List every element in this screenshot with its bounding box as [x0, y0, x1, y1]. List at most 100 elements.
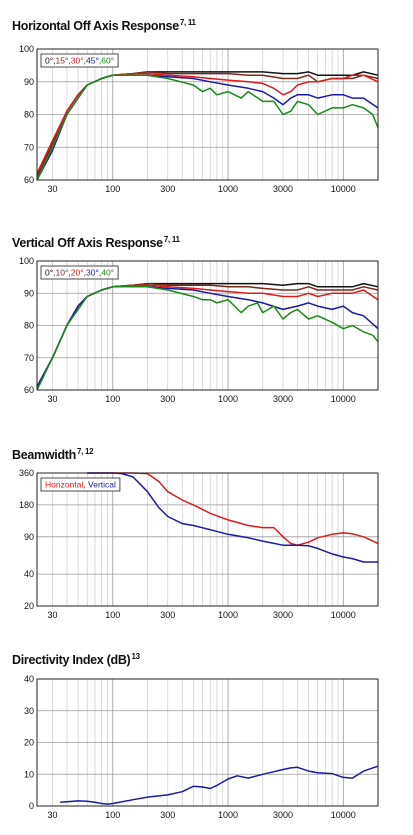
legend-entry: 40° — [101, 268, 114, 278]
legend-separator: , — [68, 56, 70, 66]
directivity-index-chart: 0 10 20 30 40 30 100 300 1000 3000 10000 — [24, 674, 379, 820]
legend-entry: 45° — [86, 56, 99, 66]
x-tick-label: 100 — [105, 184, 120, 194]
y-tick-label: 60 — [24, 175, 34, 185]
plot-frame — [36, 48, 379, 181]
x-tick-label: 3000 — [273, 184, 293, 194]
x-tick-label: 1000 — [218, 810, 238, 820]
chart-title-vertical: Vertical Off Axis Response7, 11 — [12, 235, 180, 250]
y-tick-label: 90 — [24, 288, 34, 298]
x-tick-label: 10000 — [331, 184, 356, 194]
x-tick-label: 30 — [48, 810, 58, 820]
series-line — [36, 71, 379, 178]
x-tick-label: 1000 — [218, 184, 238, 194]
legend-box — [40, 265, 119, 280]
legend-entry: 15° — [56, 56, 69, 66]
y-tick-label: 30 — [24, 706, 34, 716]
legend-separator: , — [53, 268, 55, 278]
x-tick-label: 300 — [160, 810, 175, 820]
legend-entry: Horizontal — [45, 480, 83, 490]
x-tick-label: 3000 — [273, 610, 293, 620]
legend-entry: 60° — [101, 56, 114, 66]
legend-text: 0°,15°,30°,45°,60° — [45, 56, 114, 66]
x-tick-label: 300 — [160, 184, 175, 194]
x-tick-label: 300 — [160, 394, 175, 404]
y-tick-label: 40 — [24, 569, 34, 579]
x-tick-label: 1000 — [218, 394, 238, 404]
legend-entry: 0° — [45, 268, 53, 278]
legend-separator: , — [84, 268, 86, 278]
series-line — [36, 72, 379, 174]
title-superscript: 7, 11 — [179, 18, 196, 27]
plot-frame — [36, 472, 379, 607]
y-tick-label: 20 — [24, 738, 34, 748]
title-text: Beamwidth — [12, 448, 76, 463]
y-tick-label: 70 — [24, 142, 34, 152]
legend: 0°,15°,30°,45°,60° — [40, 53, 119, 68]
y-tick-label: 40 — [24, 674, 34, 684]
y-tick-label: 80 — [24, 321, 34, 331]
x-tick-label: 300 — [160, 610, 175, 620]
chart-title-directivity: Directivity Index (dB)13 — [12, 652, 140, 667]
legend-separator: , — [99, 56, 101, 66]
chart-title-beamwidth: Beamwidth7, 12 — [12, 447, 94, 463]
series-group — [87, 472, 379, 563]
x-tick-label: 10000 — [331, 810, 356, 820]
y-tick-label: 0 — [29, 801, 34, 811]
legend-separator: , — [84, 56, 86, 66]
y-tick-label: 180 — [19, 500, 34, 510]
x-tick-label: 10000 — [331, 394, 356, 404]
series-line — [36, 74, 379, 181]
legend-entry: 30° — [86, 268, 99, 278]
legend-text: Horizontal, Vertical — [45, 480, 116, 490]
title-superscript: 13 — [131, 652, 140, 661]
legend: Horizontal, Vertical — [40, 477, 121, 492]
y-tick-label: 20 — [24, 601, 34, 611]
legend-entry: Vertical — [88, 480, 116, 490]
grid-lines — [37, 261, 378, 390]
x-tick-label: 3000 — [273, 810, 293, 820]
legend-box — [40, 477, 121, 492]
grid-lines — [37, 473, 378, 606]
title-text: Directivity Index (dB) — [12, 653, 131, 668]
title-text: Horizontal Off Axis Response — [12, 19, 179, 34]
legend-entry: 20° — [71, 268, 84, 278]
grid-lines — [37, 49, 378, 180]
series-line — [36, 74, 379, 181]
series-line — [36, 286, 379, 388]
x-tick-label: 1000 — [218, 610, 238, 620]
y-tick-label: 60 — [24, 385, 34, 395]
legend: 0°,10°,20°,30°,40° — [40, 265, 119, 280]
series-line — [60, 765, 379, 805]
series-group — [36, 71, 379, 181]
legend-separator: , — [83, 480, 88, 490]
legend-separator: , — [53, 56, 55, 66]
legend-separator: , — [99, 268, 101, 278]
legend-entry: 10° — [56, 268, 69, 278]
x-tick-label: 10000 — [331, 610, 356, 620]
chart-title-horizontal: Horizontal Off Axis Response7, 11 — [12, 18, 196, 33]
y-tick-label: 90 — [24, 77, 34, 87]
series-group — [60, 765, 379, 805]
x-tick-label: 30 — [48, 184, 58, 194]
title-text: Vertical Off Axis Response — [12, 236, 163, 251]
y-tick-label: 80 — [24, 110, 34, 120]
x-tick-label: 100 — [105, 810, 120, 820]
x-tick-label: 3000 — [273, 394, 293, 404]
y-tick-label: 70 — [24, 353, 34, 363]
x-tick-label: 100 — [105, 394, 120, 404]
y-tick-label: 90 — [24, 532, 34, 542]
series-line — [36, 71, 379, 178]
plot-frame — [36, 678, 379, 807]
legend-entry: 0° — [45, 56, 53, 66]
x-tick-label: 30 — [48, 394, 58, 404]
legend-text: 0°,10°,20°,30°,40° — [45, 268, 114, 278]
series-line — [87, 472, 379, 546]
legend-entry: 30° — [71, 56, 84, 66]
x-tick-label: 100 — [105, 610, 120, 620]
series-line — [36, 286, 379, 391]
legend-separator: , — [68, 268, 70, 278]
title-superscript: 7, 11 — [163, 235, 180, 244]
plot-frame — [36, 260, 379, 391]
